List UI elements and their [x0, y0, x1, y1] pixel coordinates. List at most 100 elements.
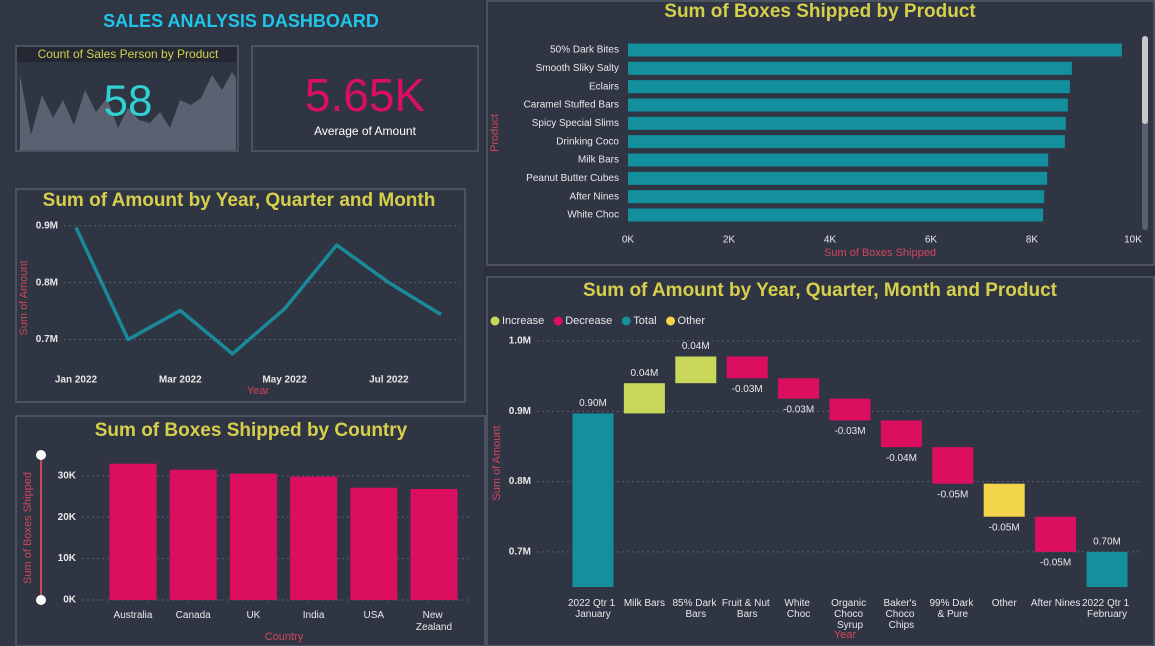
x-tick-label: Fruit & Nut Bars	[722, 598, 773, 620]
legend-label: Total	[633, 315, 656, 327]
x-tick-label: White Choc	[784, 598, 812, 620]
x-tick-label: UK	[246, 610, 260, 621]
x-tick-label: USA	[364, 610, 385, 621]
x-tick-label: 8K	[1026, 235, 1039, 246]
x-axis-title: Year	[834, 629, 857, 641]
label-line: UK	[246, 610, 260, 621]
chart-title: Sum of Boxes Shipped by Product	[664, 1, 976, 22]
label-line: Choco	[834, 609, 866, 620]
y-tick-label: 0K	[63, 595, 77, 606]
card-title: Count of Sales Person by Product	[38, 47, 219, 61]
legend-label: Increase	[502, 315, 544, 327]
bar	[628, 61, 1072, 75]
x-tick-label: Other	[992, 598, 1018, 609]
bar	[628, 208, 1044, 222]
bar	[229, 473, 277, 600]
label-line: India	[303, 610, 325, 621]
waterfall-bar	[1086, 551, 1128, 587]
label-line: Chips	[889, 620, 915, 631]
label-line: Baker's	[883, 598, 919, 609]
slider-handle[interactable]	[36, 595, 46, 605]
bar	[628, 190, 1045, 204]
legend-swatch	[621, 316, 631, 326]
x-tick-label: Jan 2022	[55, 375, 98, 386]
bar	[628, 98, 1068, 112]
y-tick-label: Milk Bars	[578, 155, 619, 166]
y-tick-label: 0.9M	[509, 406, 531, 417]
y-tick-label: 0.7M	[36, 334, 58, 345]
card	[251, 45, 479, 152]
label-line: Organic	[831, 598, 869, 609]
label-line: February	[1087, 609, 1127, 620]
x-tick-label: New Zealand	[416, 610, 452, 633]
bar	[350, 487, 398, 600]
chart-title: Sum of Amount by Year, Quarter and Month	[43, 190, 436, 211]
waterfall-bar	[726, 356, 768, 379]
dashboard-title: SALES ANALYSIS DASHBOARD	[103, 11, 379, 31]
y-axis-title: Sum of Amount	[18, 260, 30, 335]
bar	[109, 463, 157, 600]
bar	[628, 116, 1066, 130]
bar	[628, 135, 1065, 149]
y-tick-label: Caramel Stuffed Bars	[524, 100, 619, 111]
y-tick-label: Eclairs	[589, 81, 619, 92]
label-line: 85% Dark	[672, 598, 719, 609]
y-tick-label: 0.9M	[36, 220, 58, 231]
bar	[628, 171, 1048, 185]
x-tick-label: India	[303, 610, 325, 621]
label-line: After Nines	[1031, 598, 1080, 609]
y-axis-title: Sum of Boxes Shipped	[22, 472, 34, 584]
line	[74, 226, 442, 356]
x-tick-label: Australia	[114, 610, 153, 621]
label-line: White	[784, 598, 812, 609]
y-tick-label: 10K	[58, 553, 77, 564]
x-axis-title: Country	[265, 631, 304, 643]
y-tick-label: 20K	[58, 512, 77, 523]
scrollbar-thumb[interactable]	[1142, 36, 1148, 124]
y-tick-label: After Nines	[570, 191, 619, 202]
card-label: Average of Amount	[314, 124, 417, 138]
y-tick-label: 0.8M	[36, 277, 58, 288]
label-line: Bars	[686, 609, 707, 620]
y-tick-label: 30K	[58, 470, 77, 481]
label-line: & Pure	[938, 609, 969, 620]
waterfall-bar	[675, 356, 717, 384]
label-line: New	[423, 610, 446, 621]
label-line: Choco	[886, 609, 918, 620]
x-tick-label: Mar 2022	[159, 375, 202, 386]
label-line: USA	[364, 610, 385, 621]
waterfall-bar	[829, 398, 871, 421]
x-tick-label: 0K	[622, 235, 635, 246]
data-label: -0.05M	[989, 522, 1020, 533]
data-label: 0.90M	[579, 398, 607, 409]
chart-title: Sum of Boxes Shipped by Country	[95, 420, 408, 441]
label-line: Zealand	[416, 622, 452, 633]
data-label: 0.70M	[1093, 537, 1121, 548]
waterfall-bar	[572, 413, 614, 587]
x-tick-label: 6K	[925, 235, 938, 246]
x-tick-label: Baker's Choco Chips	[883, 598, 919, 631]
y-axis-title: Sum of Amount	[491, 425, 503, 500]
legend-swatch	[666, 316, 676, 326]
y-tick-label: 50% Dark Bites	[550, 45, 619, 56]
y-tick-label: Peanut Butter Cubes	[526, 173, 619, 184]
data-label: -0.04M	[886, 453, 917, 464]
label-line: Choc	[787, 609, 810, 620]
legend-label: Other	[678, 315, 706, 327]
card-value: 58	[104, 77, 153, 126]
sparkline	[20, 72, 236, 150]
data-label: -0.05M	[937, 489, 968, 500]
card-value: 5.65K	[305, 69, 426, 121]
legend-swatch	[553, 316, 563, 326]
x-axis-title: Sum of Boxes Shipped	[824, 247, 936, 259]
x-tick-label: 4K	[824, 235, 837, 246]
x-tick-label: Jul 2022	[369, 375, 409, 386]
slider-handle[interactable]	[36, 450, 46, 460]
data-label: -0.05M	[1040, 558, 1071, 569]
x-tick-label: 2022 Qtr 1 January	[568, 598, 618, 620]
data-label: -0.03M	[834, 426, 865, 437]
bar	[410, 488, 458, 600]
card-header	[17, 47, 237, 62]
bar	[628, 43, 1122, 57]
